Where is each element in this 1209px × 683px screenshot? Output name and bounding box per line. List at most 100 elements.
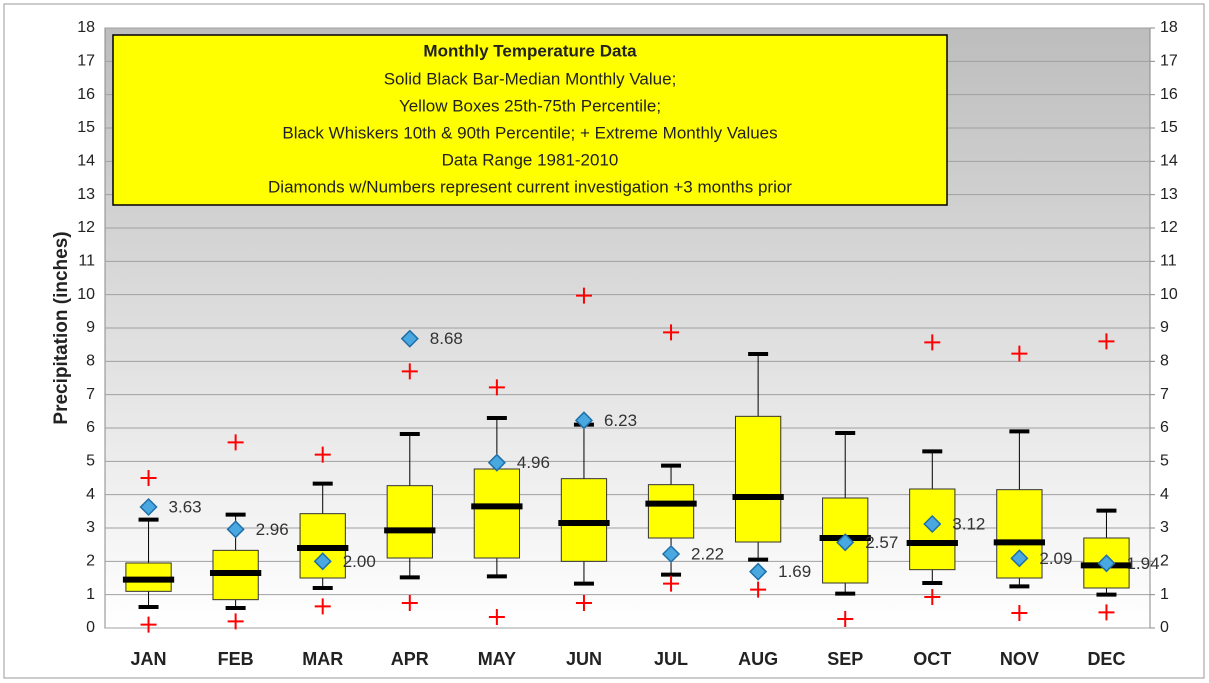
current-diamond <box>313 552 332 571</box>
y2-tick-label: 6 <box>1160 419 1169 436</box>
current-diamond <box>400 329 419 348</box>
data-label: 3.63 <box>169 497 202 516</box>
y2-tick-label: 17 <box>1160 53 1178 70</box>
data-label: 2.96 <box>256 520 289 539</box>
current-diamond <box>1010 549 1029 568</box>
y2-tick-label: 12 <box>1160 219 1178 236</box>
y2-tick-label: 3 <box>1160 519 1169 536</box>
box <box>647 484 695 539</box>
y-tick-label: 16 <box>77 86 95 103</box>
y-tick-label: 9 <box>86 319 95 336</box>
current-diamond <box>749 562 768 581</box>
y-tick-label: 2 <box>86 553 95 570</box>
data-label: 3.12 <box>952 514 985 533</box>
y2-tick-label: 0 <box>1160 619 1169 636</box>
extreme-marker <box>1098 604 1115 621</box>
extreme-marker <box>488 379 505 396</box>
extreme-marker <box>575 595 592 611</box>
extreme-marker <box>401 363 418 380</box>
y-tick-label: 7 <box>86 386 95 403</box>
current-diamond <box>923 514 942 534</box>
current-diamond <box>574 411 594 430</box>
y-tick-label: 10 <box>77 286 95 303</box>
box <box>734 415 782 543</box>
extreme-marker <box>314 446 331 463</box>
extreme-marker <box>924 334 941 351</box>
current-diamond <box>139 497 158 517</box>
extreme-marker <box>314 598 331 615</box>
x-tick-label: APR <box>391 649 429 669</box>
x-tick-label: JAN <box>131 649 167 669</box>
y2-tick-label: 13 <box>1160 186 1178 203</box>
extreme-marker <box>663 324 680 341</box>
x-tick-label: SEP <box>827 649 863 669</box>
annotation: Yellow Boxes 25th-75th Percentile; <box>399 96 661 115</box>
y-tick-label: 1 <box>86 586 95 603</box>
y2-tick-label: 5 <box>1160 453 1169 470</box>
y-tick-label: 17 <box>77 53 95 70</box>
extreme-marker <box>1011 605 1028 621</box>
data-label: 1.94 <box>1126 554 1159 573</box>
annotation-box <box>112 34 948 206</box>
y-tick-label: 18 <box>77 19 95 36</box>
extreme-marker <box>924 589 941 605</box>
current-diamond <box>1097 554 1116 573</box>
extreme-marker <box>401 595 418 611</box>
y-tick-label: 6 <box>86 419 95 436</box>
y2-tick-label: 15 <box>1160 119 1178 136</box>
data-label: 4.96 <box>517 453 550 472</box>
data-label: 6.23 <box>604 411 637 430</box>
y-tick-label: 14 <box>77 153 95 170</box>
x-tick-label: DEC <box>1087 649 1125 669</box>
extreme-marker <box>1011 345 1028 362</box>
y2-tick-label: 11 <box>1160 253 1177 270</box>
y-tick-label: 0 <box>86 619 95 636</box>
extreme-marker <box>837 611 854 627</box>
y2-tick-label: 7 <box>1160 386 1169 403</box>
y2-tick-label: 8 <box>1160 353 1169 370</box>
box <box>996 489 1043 579</box>
current-diamond <box>661 544 681 564</box>
y-tick-label: 13 <box>77 186 95 203</box>
x-tick-label: FEB <box>218 649 254 669</box>
y2-tick-label: 4 <box>1160 486 1169 503</box>
extreme-marker <box>663 575 680 592</box>
box <box>909 488 956 571</box>
data-label: 2.57 <box>865 533 898 552</box>
current-diamond <box>226 520 245 539</box>
y2-tick-label: 2 <box>1160 553 1169 570</box>
y-tick-label: 8 <box>86 353 95 370</box>
extreme-marker <box>1098 333 1115 350</box>
x-tick-label: MAR <box>302 649 343 669</box>
annotation: Data Range 1981-2010 <box>442 150 619 169</box>
annotation: Black Whiskers 10th & 90th Percentile; +… <box>282 123 777 142</box>
y2-tick-label: 1 <box>1160 586 1169 603</box>
x-tick-label: MAY <box>478 649 516 669</box>
y2-tick-label: 14 <box>1160 153 1178 170</box>
y-axis-label: Precipitation (inches) <box>51 231 72 424</box>
y-tick-label: 4 <box>86 486 95 503</box>
extreme-marker <box>575 287 592 304</box>
x-tick-label: JUL <box>654 649 688 669</box>
y2-tick-label: 10 <box>1160 286 1178 303</box>
extreme-marker <box>750 581 767 598</box>
data-label: 2.00 <box>343 552 376 571</box>
data-label: 8.68 <box>430 329 463 348</box>
x-tick-label: OCT <box>913 649 951 669</box>
y-tick-label: 15 <box>77 119 95 136</box>
annotation: Solid Black Bar-Median Monthly Value; <box>384 69 677 88</box>
extreme-marker <box>227 434 244 451</box>
y-tick-label: 5 <box>86 453 95 470</box>
x-tick-label: AUG <box>738 649 778 669</box>
chart-title: Monthly Temperature Data <box>423 41 637 60</box>
current-diamond <box>836 533 855 552</box>
extreme-marker <box>140 470 157 486</box>
extreme-marker <box>488 609 505 625</box>
y2-tick-label: 9 <box>1160 319 1169 336</box>
box <box>473 468 521 559</box>
box <box>386 485 433 559</box>
data-label: 2.09 <box>1039 549 1072 568</box>
x-tick-label: NOV <box>1000 649 1039 669</box>
y-tick-label: 3 <box>86 519 95 536</box>
